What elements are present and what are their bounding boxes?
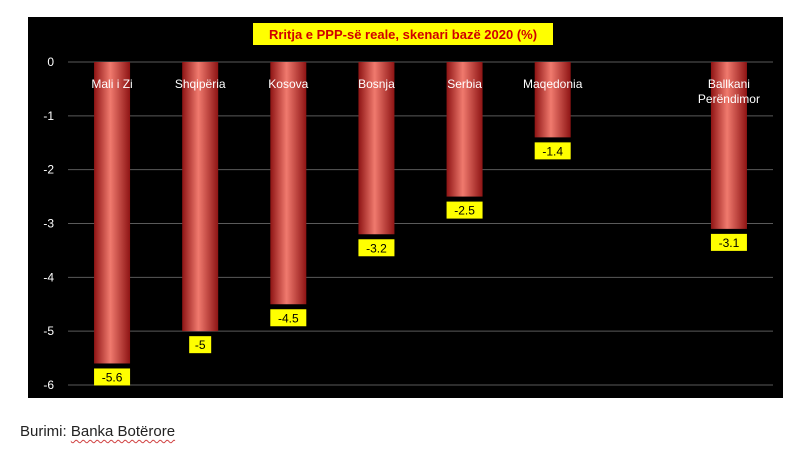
y-tick-label: -6 xyxy=(43,378,54,392)
y-axis-ticks: 0 -1 -2 -3 -4 -5 -6 xyxy=(43,55,54,392)
source-note: Burimi: Banka Botërore xyxy=(20,423,175,440)
y-tick-label: -1 xyxy=(43,109,54,123)
data-label-box xyxy=(270,309,307,327)
data-label-box xyxy=(358,239,395,257)
bar xyxy=(94,62,131,364)
data-label-box xyxy=(710,233,747,251)
bar-chart: 0 -1 -2 -3 -4 -5 -6 Mali i Zi Shqipëria Kosova Bo… xyxy=(43,23,773,392)
category-label: Maqedonia xyxy=(523,77,583,91)
category-labels: Mali i Zi Shqipëria Kosova Bosnja Serbia Maqe… xyxy=(91,77,760,106)
chart-title: Rritja e PPP-së reale, skenari bazë 2020… xyxy=(269,27,537,42)
category-label: Serbia xyxy=(447,77,482,91)
category-label: Shqipëria xyxy=(175,77,226,91)
data-label-box xyxy=(189,336,212,354)
data-labels: -5.6 -5 -4.5 -3.2 -2.5 -1.4 -3.1 xyxy=(94,142,747,386)
source-prefix: Burimi: xyxy=(20,423,67,440)
category-label: Perëndimor xyxy=(698,92,760,106)
data-label: -3.1 xyxy=(719,236,740,250)
data-label: -1.4 xyxy=(542,144,563,158)
bar xyxy=(534,62,571,138)
data-label-box xyxy=(94,368,131,386)
y-tick-label: -4 xyxy=(43,270,54,284)
category-label: Ballkani xyxy=(708,77,750,91)
data-label: -2.5 xyxy=(454,204,475,218)
data-label: -5 xyxy=(195,338,206,352)
chart-title-box: Rritja e PPP-së reale, skenari bazë 2020… xyxy=(253,23,553,45)
data-label-box xyxy=(534,142,571,160)
bars xyxy=(94,62,747,364)
y-tick-label: -5 xyxy=(43,324,54,338)
bar xyxy=(710,62,747,229)
chart-panel: 0 -1 -2 -3 -4 -5 -6 Mali i Zi Shqipëria Kosova Bo… xyxy=(28,17,783,398)
y-tick-label: -2 xyxy=(43,163,54,177)
y-tick-label: -3 xyxy=(43,217,54,231)
data-label: -5.6 xyxy=(102,370,123,384)
chart-title-background xyxy=(253,23,553,45)
gridlines xyxy=(68,61,773,386)
category-label: Kosova xyxy=(268,77,308,91)
bar xyxy=(446,62,483,197)
bar xyxy=(358,62,395,235)
category-label: Bosnja xyxy=(358,77,395,91)
bar xyxy=(182,62,219,332)
data-label-box xyxy=(446,201,483,219)
bar xyxy=(270,62,307,305)
data-label: -3.2 xyxy=(366,241,387,255)
source-text: Banka Botërore xyxy=(70,423,176,440)
data-label: -4.5 xyxy=(278,311,299,325)
category-label: Mali i Zi xyxy=(91,77,132,91)
y-tick-label: 0 xyxy=(47,55,54,69)
